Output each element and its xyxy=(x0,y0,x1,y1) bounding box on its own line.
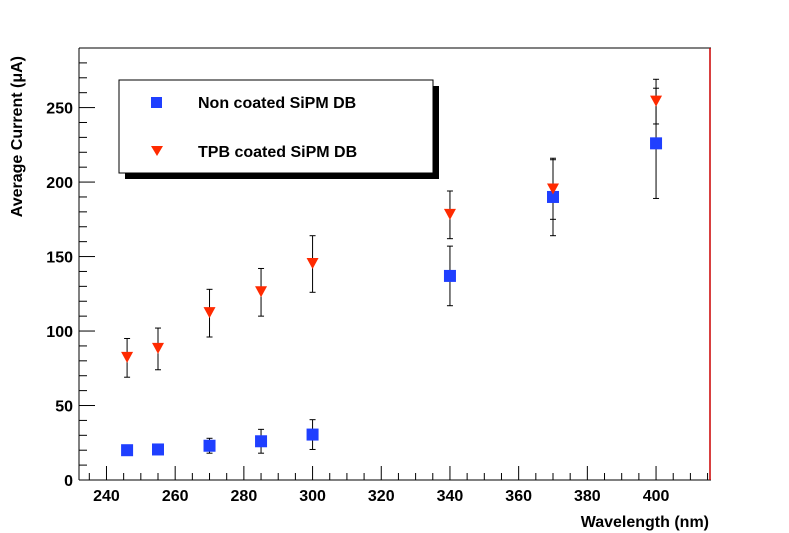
x-tick-label: 240 xyxy=(93,488,120,505)
x-tick-label: 260 xyxy=(162,488,189,505)
data-markers xyxy=(121,95,663,457)
x-tick-label: 380 xyxy=(574,488,601,505)
data-point-non-coated xyxy=(121,444,134,457)
y-tick-label: 0 xyxy=(64,473,73,490)
data-point-tpb xyxy=(650,95,663,107)
y-tick-label: 250 xyxy=(46,101,73,118)
legend-box xyxy=(118,79,434,174)
data-point-tpb xyxy=(152,342,164,354)
data-point-tpb xyxy=(443,208,456,220)
x-tick-label: 280 xyxy=(231,488,258,505)
x-tick-label: 360 xyxy=(505,488,532,505)
y-tick-label: 50 xyxy=(55,399,73,416)
x-axis-title: Wavelength (nm) xyxy=(581,514,709,531)
data-point-tpb xyxy=(203,307,216,319)
legend-label-non-coated: Non coated SiPM DB xyxy=(198,95,356,112)
data-point-non-coated xyxy=(255,435,268,448)
data-point-tpb xyxy=(121,351,134,363)
x-tick-label: 300 xyxy=(299,488,326,505)
x-tick-label: 400 xyxy=(643,488,670,505)
legend-marker-tpb xyxy=(151,146,163,156)
data-point-non-coated xyxy=(152,443,164,456)
y-tick-label: 100 xyxy=(46,324,73,341)
legend-label-tpb: TPB coated SiPM DB xyxy=(198,144,357,161)
data-point-tpb xyxy=(255,286,268,298)
y-ticks: 0 50 100 150 200 250 xyxy=(46,62,95,490)
plot-frame xyxy=(78,47,711,481)
data-point-non-coated xyxy=(203,439,216,452)
x-tick-label: 320 xyxy=(368,488,395,505)
legend-marker-non-coated xyxy=(151,97,162,108)
data-point-non-coated xyxy=(650,137,663,150)
data-point-non-coated xyxy=(547,190,559,203)
legend: Non coated SiPM DB TPB coated SiPM DB xyxy=(118,79,439,179)
y-tick-label: 150 xyxy=(46,250,73,267)
data-point-non-coated xyxy=(306,428,319,441)
data-point-tpb xyxy=(306,258,319,269)
data-point-non-coated xyxy=(443,269,456,282)
x-tick-label: 340 xyxy=(437,488,464,505)
data-point-tpb xyxy=(547,183,559,195)
x-ticks: 240 260 280 300 320 340 360 380 400 xyxy=(88,466,709,505)
y-axis-title: Average Current (μA) xyxy=(9,56,26,217)
y-tick-label: 200 xyxy=(46,175,73,192)
